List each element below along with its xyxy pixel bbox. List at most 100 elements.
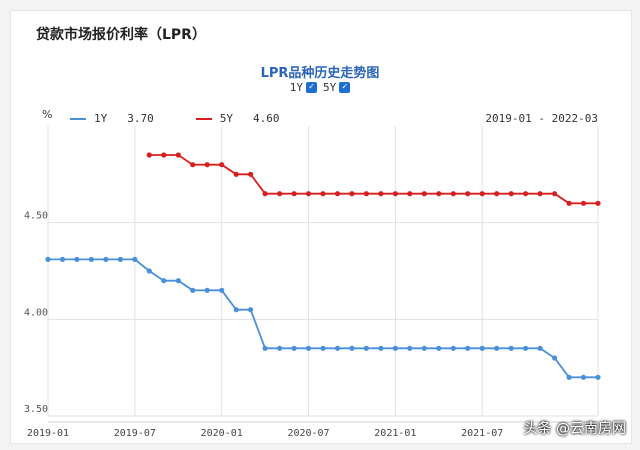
- data-point-5y: [450, 191, 456, 197]
- data-point-1y: [552, 355, 558, 361]
- data-point-1y: [450, 345, 456, 351]
- legend-item-1y[interactable]: 1Y 3.70: [70, 112, 154, 125]
- checkbox-checked-icon[interactable]: ✓: [339, 82, 351, 93]
- legend-line-1y: [70, 117, 86, 120]
- data-point-1y: [291, 345, 297, 351]
- data-point-1y: [580, 374, 587, 380]
- data-point-5y: [320, 191, 326, 197]
- x-tick-label: 2021-01: [374, 428, 416, 439]
- page-title: 贷款市场报价利率（LPR）: [36, 27, 206, 43]
- data-point-1y: [45, 256, 51, 262]
- toggle-5y-label: 5Y: [323, 81, 337, 94]
- data-point-5y: [407, 191, 413, 197]
- legend-name-5y: 5Y: [219, 112, 233, 125]
- data-point-5y: [262, 191, 268, 197]
- data-point-1y: [146, 268, 152, 274]
- checkbox-checked-icon[interactable]: ✓: [306, 82, 317, 93]
- data-point-5y: [334, 191, 341, 197]
- watermark: 头条 @云南房网: [523, 421, 626, 437]
- data-point-5y: [161, 152, 167, 158]
- x-tick-label: 2019-07: [114, 428, 156, 439]
- data-point-1y: [334, 345, 341, 351]
- data-point-1y: [305, 345, 312, 351]
- data-point-5y: [508, 191, 514, 197]
- date-range: 2019-01 - 2022-03: [485, 112, 598, 125]
- data-point-5y: [465, 191, 471, 197]
- legend-value-1y: 3.70: [127, 112, 154, 125]
- data-point-5y: [479, 191, 485, 197]
- toggle-1y-label: 1Y: [289, 81, 303, 94]
- x-tick-label: 2021-07: [461, 428, 503, 439]
- data-point-1y: [248, 307, 254, 313]
- data-point-5y: [233, 171, 239, 177]
- data-point-1y: [566, 374, 572, 380]
- data-point-5y: [552, 191, 558, 197]
- data-point-1y: [204, 287, 210, 293]
- data-point-1y: [190, 287, 196, 293]
- data-point-5y: [349, 191, 355, 197]
- legend-line-5y: [195, 117, 212, 120]
- data-point-5y: [291, 191, 297, 197]
- data-point-1y: [523, 345, 529, 351]
- series-line-1y: [48, 258, 598, 379]
- x-tick-label: 2020-01: [201, 428, 243, 439]
- data-point-5y: [277, 191, 283, 197]
- y-tick-label: 4.00: [24, 307, 48, 318]
- data-point-5y: [580, 200, 587, 206]
- data-point-5y: [248, 171, 254, 177]
- legend: 1Y 3.70 5Y 4.60: [70, 112, 280, 125]
- data-point-1y: [595, 374, 601, 380]
- data-point-5y: [363, 191, 369, 197]
- data-point-1y: [436, 345, 442, 351]
- data-point-1y: [88, 256, 94, 262]
- data-point-5y: [595, 200, 601, 206]
- toggle-1y[interactable]: 1Y ✓: [290, 81, 317, 94]
- data-point-1y: [320, 345, 326, 351]
- data-point-1y: [465, 345, 471, 351]
- data-point-5y: [219, 162, 225, 168]
- data-point-1y: [59, 256, 66, 262]
- legend-item-5y[interactable]: 5Y 4.60: [195, 112, 280, 125]
- data-point-1y: [537, 345, 543, 351]
- data-point-1y: [392, 345, 398, 351]
- data-point-1y: [175, 278, 181, 284]
- data-point-5y: [421, 191, 427, 197]
- data-point-1y: [262, 345, 268, 351]
- chart-title: LPR品种历史走势图: [260, 66, 380, 81]
- x-tick-label: 2019-01: [27, 428, 69, 439]
- series-toggles: 1Y ✓ 5Y ✓: [0, 81, 640, 94]
- data-point-5y: [494, 191, 500, 197]
- data-point-5y: [175, 152, 181, 158]
- data-point-5y: [537, 191, 543, 197]
- y-axis-unit: %: [42, 108, 53, 121]
- data-point-1y: [132, 256, 138, 262]
- toggle-5y[interactable]: 5Y ✓: [323, 81, 351, 94]
- chart-card: [10, 10, 632, 444]
- data-point-1y: [233, 307, 239, 313]
- legend-name-1y: 1Y: [94, 112, 108, 125]
- data-point-5y: [566, 200, 572, 206]
- data-point-1y: [277, 345, 283, 351]
- data-point-1y: [407, 345, 413, 351]
- legend-value-5y: 4.60: [253, 112, 280, 125]
- data-point-1y: [421, 345, 427, 351]
- data-point-1y: [494, 345, 500, 351]
- series-line-5y: [149, 154, 598, 205]
- data-point-1y: [117, 256, 123, 262]
- data-point-5y: [305, 191, 312, 197]
- y-tick-label: 4.50: [24, 211, 48, 222]
- data-point-1y: [378, 345, 384, 351]
- data-point-5y: [146, 152, 152, 158]
- data-point-5y: [436, 191, 442, 197]
- data-point-5y: [190, 162, 196, 168]
- data-point-1y: [103, 256, 109, 262]
- x-tick-label: 2020-07: [287, 428, 329, 439]
- data-point-5y: [204, 162, 210, 168]
- data-point-5y: [378, 191, 384, 197]
- data-point-1y: [74, 256, 80, 262]
- data-point-1y: [161, 278, 167, 284]
- data-point-1y: [479, 345, 485, 351]
- data-point-5y: [523, 191, 529, 197]
- data-point-1y: [349, 345, 355, 351]
